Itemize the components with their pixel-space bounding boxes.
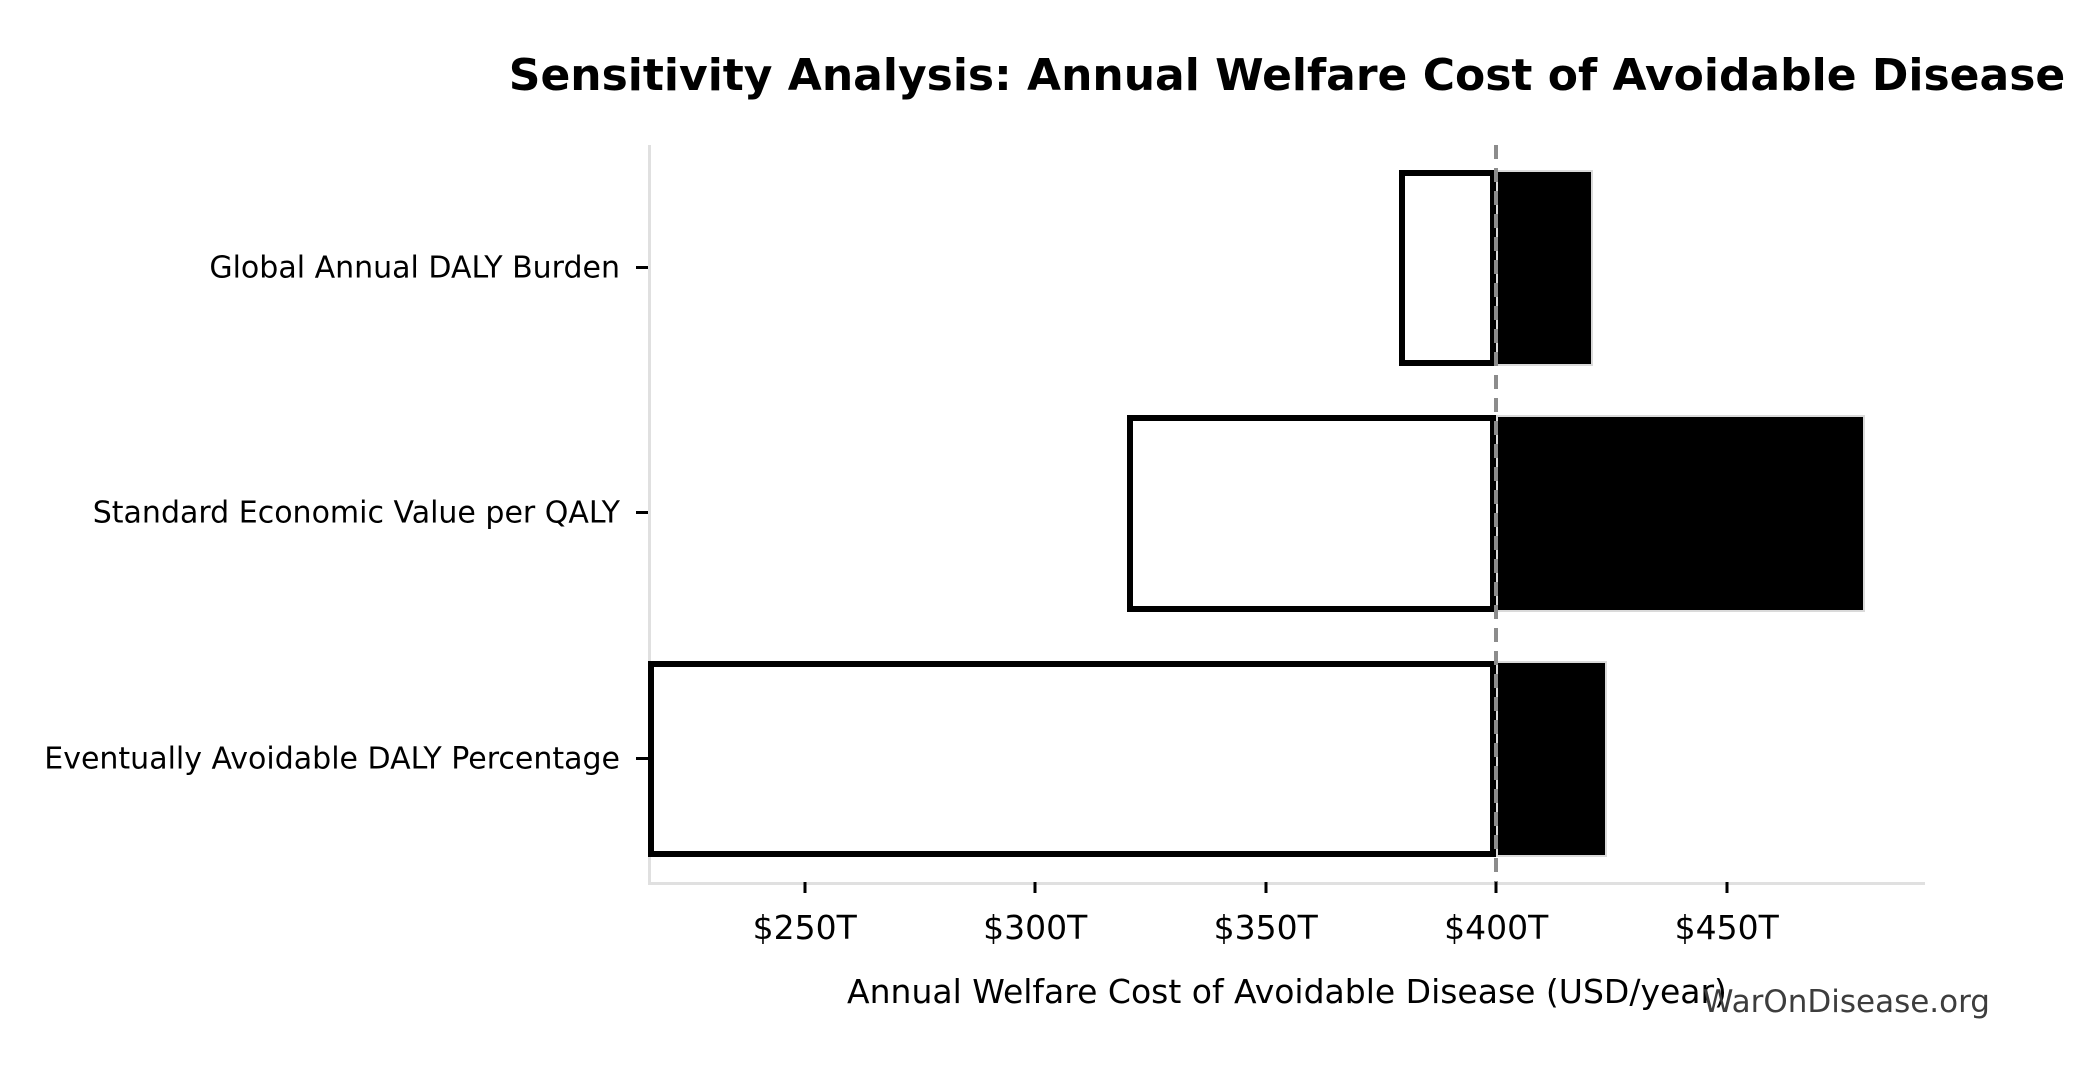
x-tick: [1033, 882, 1037, 893]
x-tick: [1264, 882, 1268, 893]
y-tick-label: Global Annual DALY Burden: [209, 250, 620, 286]
bar-low-segment: [1127, 415, 1497, 612]
watermark: WarOnDisease.org: [1702, 984, 1990, 1020]
x-tick-label: $350T: [1213, 908, 1318, 947]
x-tick-label: $400T: [1444, 908, 1549, 947]
bar-row: Global Annual DALY Burden: [209, 145, 1925, 391]
bar-row: Standard Economic Value per QALY: [93, 391, 1925, 637]
x-axis-title: Annual Welfare Cost of Avoidable Disease…: [847, 972, 1727, 1011]
chart-title: Sensitivity Analysis: Annual Welfare Cos…: [508, 50, 2066, 101]
x-tick: [1725, 882, 1729, 893]
x-tick: [803, 882, 807, 893]
y-axis-spine: [648, 145, 651, 882]
x-tick-label: $450T: [1674, 908, 1779, 947]
y-tick-label: Standard Economic Value per QALY: [92, 495, 620, 531]
x-tick-label: $250T: [752, 908, 857, 947]
bar-row: Eventually Avoidable DALY Percentage: [44, 636, 1925, 882]
x-axis-spine: [648, 882, 1925, 885]
bar-high-segment: [1496, 169, 1594, 367]
bar-low-segment: [1399, 169, 1497, 367]
bar-high-segment: [1496, 415, 1866, 612]
baseline-line: [1494, 145, 1499, 882]
y-tick-label: Eventually Avoidable DALY Percentage: [44, 741, 620, 777]
y-tick: [636, 265, 648, 269]
bar-high-segment: [1496, 660, 1607, 858]
bar-low-segment: [648, 660, 1497, 858]
x-tick-label: $300T: [983, 908, 1088, 947]
y-tick: [636, 757, 648, 761]
y-tick: [636, 511, 648, 515]
x-tick: [1494, 882, 1498, 893]
plot-area: Global Annual DALY Burden Standard Econom…: [44, 145, 1925, 947]
